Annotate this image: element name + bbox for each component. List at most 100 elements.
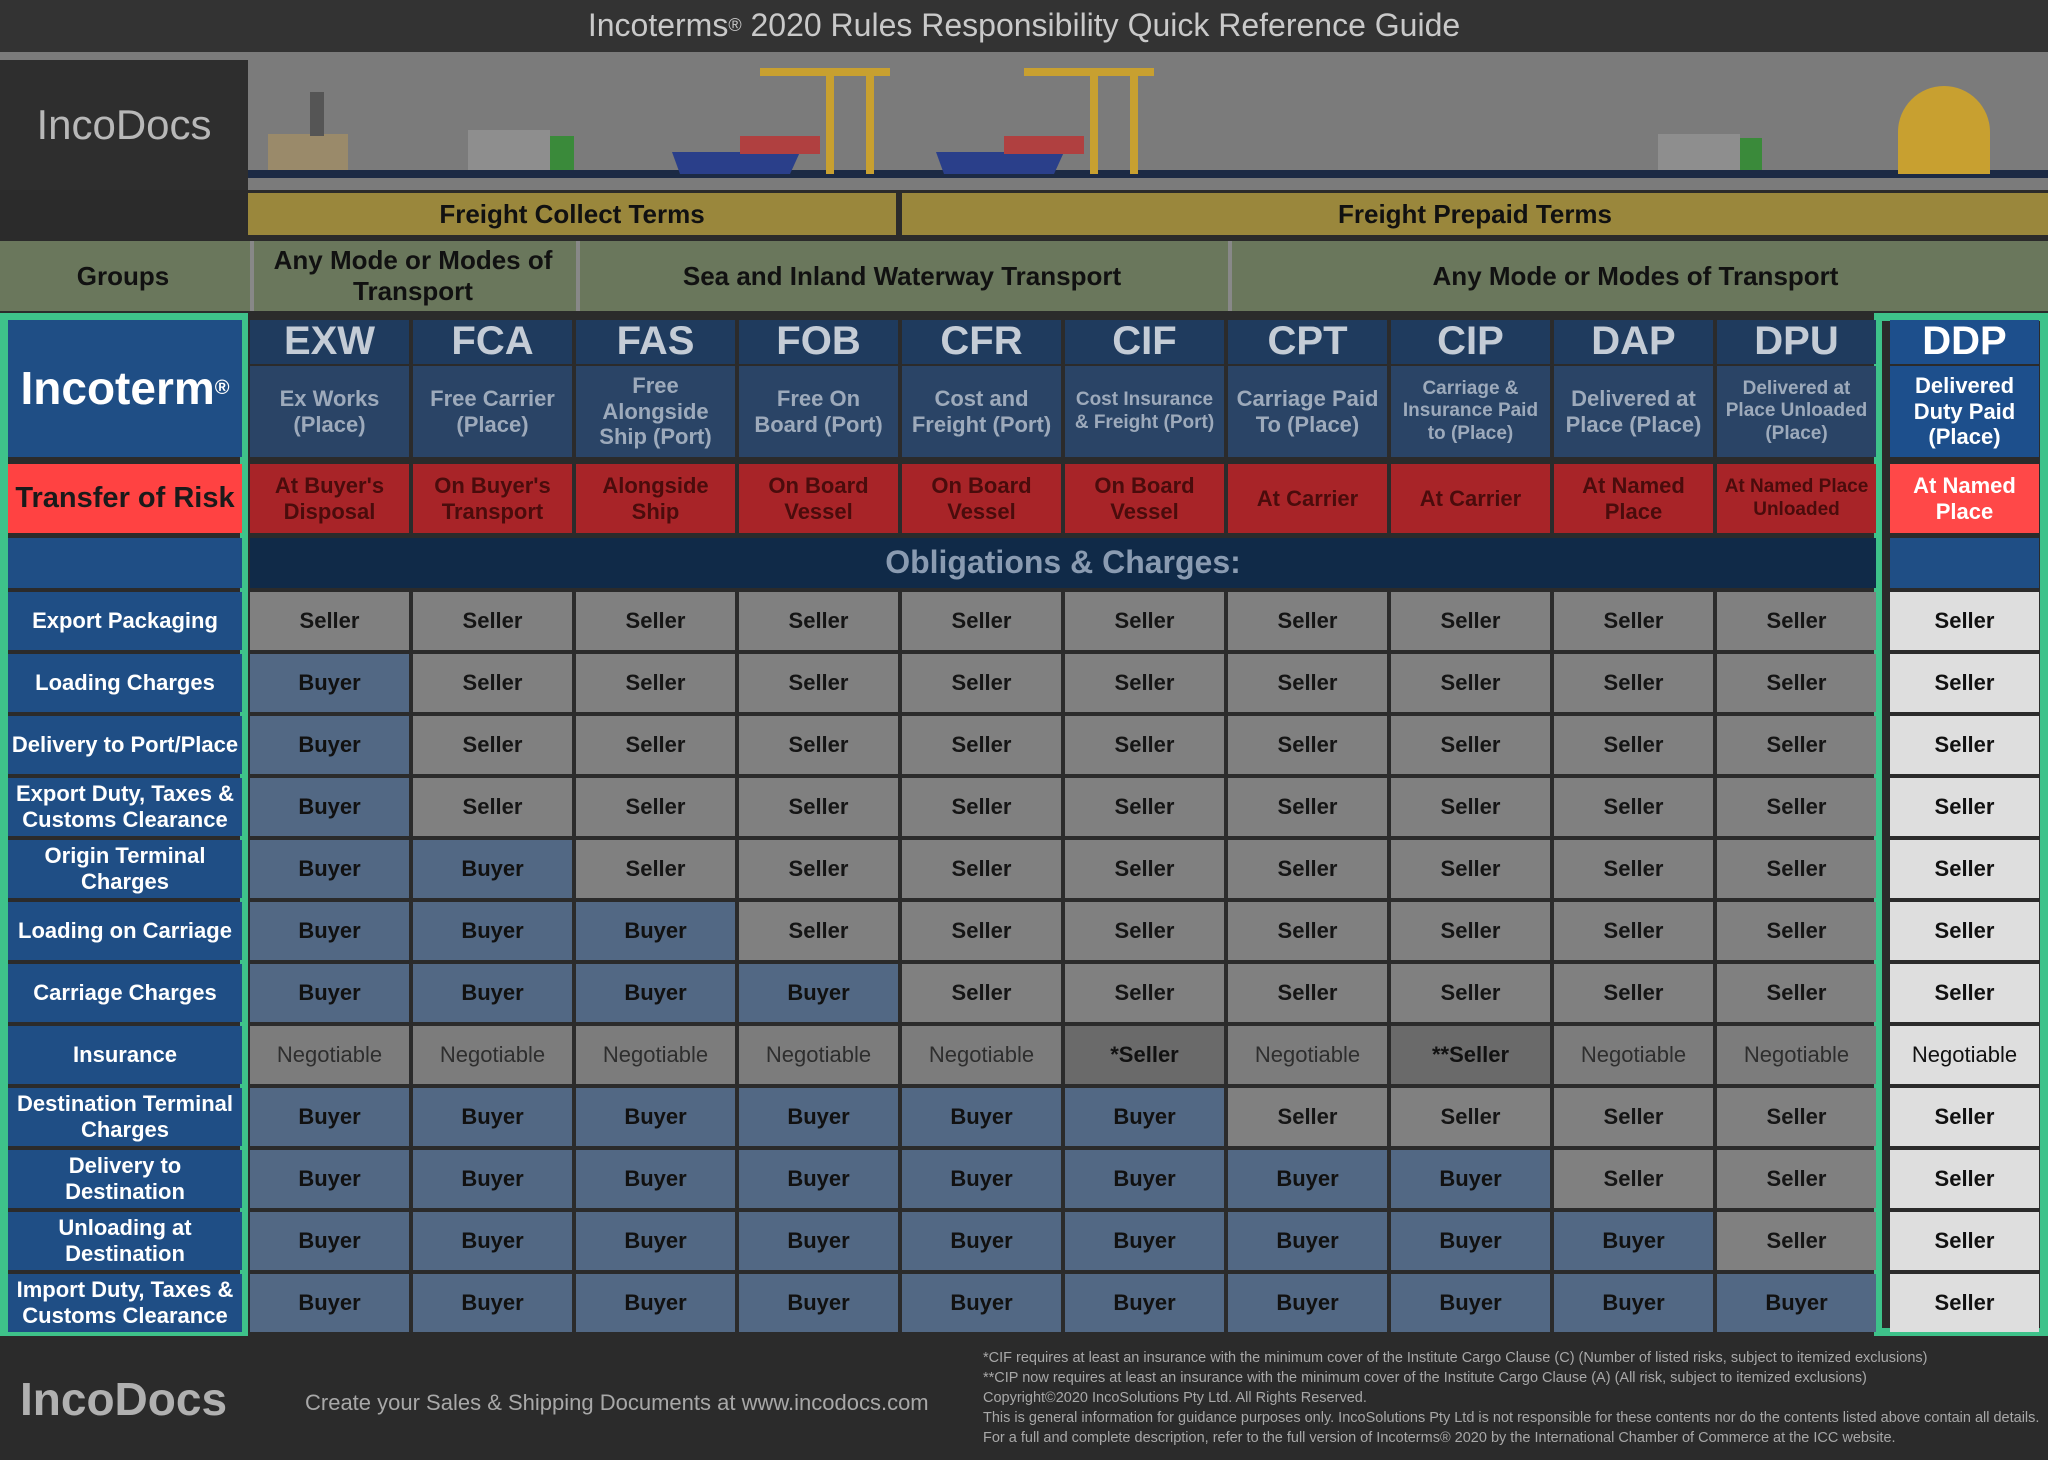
cell: Buyer <box>413 840 572 898</box>
term-name: Delivered at Place (Place) <box>1554 366 1713 457</box>
cell: Seller <box>413 716 572 774</box>
title-rest: 2020 Rules Responsibility Quick Referenc… <box>750 7 1461 44</box>
cell: Buyer <box>413 1150 572 1208</box>
cell: Buyer <box>902 1212 1061 1270</box>
cell: Negotiable <box>413 1026 572 1084</box>
cell: Seller <box>1717 964 1876 1022</box>
incoterm-mark: ® <box>214 376 230 399</box>
cell: Buyer <box>739 1274 898 1332</box>
ddp-frame <box>1874 313 2048 1336</box>
cell: Seller <box>576 716 735 774</box>
term-risk: At Named Place <box>1890 464 2039 533</box>
cell: Negotiable <box>250 1026 409 1084</box>
cell: Seller <box>1391 902 1550 960</box>
term-code: FAS <box>576 319 735 364</box>
term-risk: On Buyer's Transport <box>413 464 572 533</box>
cell: Seller <box>1890 716 2039 774</box>
cell: Seller <box>413 592 572 650</box>
cell: Buyer <box>1065 1212 1224 1270</box>
ship <box>672 152 800 174</box>
cell: Seller <box>1890 1274 2039 1332</box>
cell: Buyer <box>250 1274 409 1332</box>
cell: Seller <box>902 654 1061 712</box>
obligations-left <box>8 538 242 588</box>
row-label: Delivery to Port/Place <box>8 716 242 774</box>
term-name: Cost and Freight (Port) <box>902 366 1061 457</box>
cell: Seller <box>1228 654 1387 712</box>
cell: Buyer <box>250 1212 409 1270</box>
row-label: Insurance <box>8 1026 242 1084</box>
cell: Buyer <box>1228 1150 1387 1208</box>
cell: Seller <box>1890 592 2039 650</box>
group: Sea and Inland Waterway Transport <box>576 241 1224 311</box>
chimney <box>310 92 324 136</box>
cell: Buyer <box>250 778 409 836</box>
cell: Buyer <box>576 1088 735 1146</box>
groups-row-bg <box>0 241 2048 311</box>
cell: Seller <box>1228 964 1387 1022</box>
cell: Buyer <box>250 1150 409 1208</box>
cell: Buyer <box>1554 1212 1713 1270</box>
obligations-right <box>1890 538 2039 588</box>
cell: Seller <box>1228 778 1387 836</box>
title-brand: Incoterms <box>587 7 729 44</box>
cell: Seller <box>1890 1088 2039 1146</box>
containers <box>740 136 820 154</box>
cell: Seller <box>902 840 1061 898</box>
title-bar: Incoterms ® 2020 Rules Responsibility Qui… <box>0 0 2048 52</box>
title-mark: ® <box>728 15 742 36</box>
term-risk: At Carrier <box>1391 464 1550 533</box>
ground <box>248 170 2048 178</box>
cell: Seller <box>1228 592 1387 650</box>
cell: Seller <box>739 778 898 836</box>
cell: Buyer <box>1391 1150 1550 1208</box>
cell: Buyer <box>576 964 735 1022</box>
left-frame <box>0 313 248 1336</box>
freight-term: Freight Prepaid Terms <box>902 193 2048 235</box>
term-code: DAP <box>1554 319 1713 364</box>
cell: Seller <box>1065 592 1224 650</box>
crane <box>1024 68 1154 174</box>
term-name: Ex Works (Place) <box>250 366 409 457</box>
cell: Seller <box>1391 592 1550 650</box>
cell: Buyer <box>250 902 409 960</box>
cell: Seller <box>1717 778 1876 836</box>
cell: Seller <box>902 592 1061 650</box>
cell: Seller <box>576 592 735 650</box>
cell: Seller <box>739 716 898 774</box>
cell: Seller <box>739 902 898 960</box>
cell: Seller <box>576 840 735 898</box>
cell: Negotiable <box>1554 1026 1713 1084</box>
cell: Buyer <box>576 902 735 960</box>
cell: Seller <box>902 964 1061 1022</box>
term-risk: At Named Place Unloaded <box>1717 464 1876 533</box>
cell: Negotiable <box>1890 1026 2039 1084</box>
cell: Seller <box>1554 778 1713 836</box>
cell: Seller <box>902 902 1061 960</box>
cell: Seller <box>1717 1150 1876 1208</box>
cell: Buyer <box>1065 1088 1224 1146</box>
cell: Seller <box>739 654 898 712</box>
footer-tagline: Create your Sales & Shipping Documents a… <box>305 1390 929 1416</box>
groups-label: Groups <box>76 260 170 291</box>
cell: Buyer <box>902 1088 1061 1146</box>
cell: Seller <box>1890 1212 2039 1270</box>
row-label: Export Packaging <box>8 592 242 650</box>
term-code: CPT <box>1228 319 1387 364</box>
row-label: Export Duty, Taxes & Customs Clearance <box>8 778 242 836</box>
footer-note: Copyright©2020 IncoSolutions Pty Ltd. Al… <box>983 1390 1367 1406</box>
containers <box>1004 136 1084 154</box>
cell: Seller <box>739 592 898 650</box>
row-label: Loading Charges <box>8 654 242 712</box>
cell: Negotiable <box>1228 1026 1387 1084</box>
cell: Buyer <box>576 1150 735 1208</box>
risk-label: Transfer of Risk <box>8 464 242 533</box>
cell: Buyer <box>739 1088 898 1146</box>
cell: Buyer <box>413 1088 572 1146</box>
cell: Seller <box>1391 840 1550 898</box>
cell: Seller <box>1554 902 1713 960</box>
cell: Seller <box>1554 654 1713 712</box>
term-code: FOB <box>739 319 898 364</box>
cell: Buyer <box>576 1274 735 1332</box>
term-name: Delivered at Place Unloaded (Place) <box>1717 366 1876 457</box>
